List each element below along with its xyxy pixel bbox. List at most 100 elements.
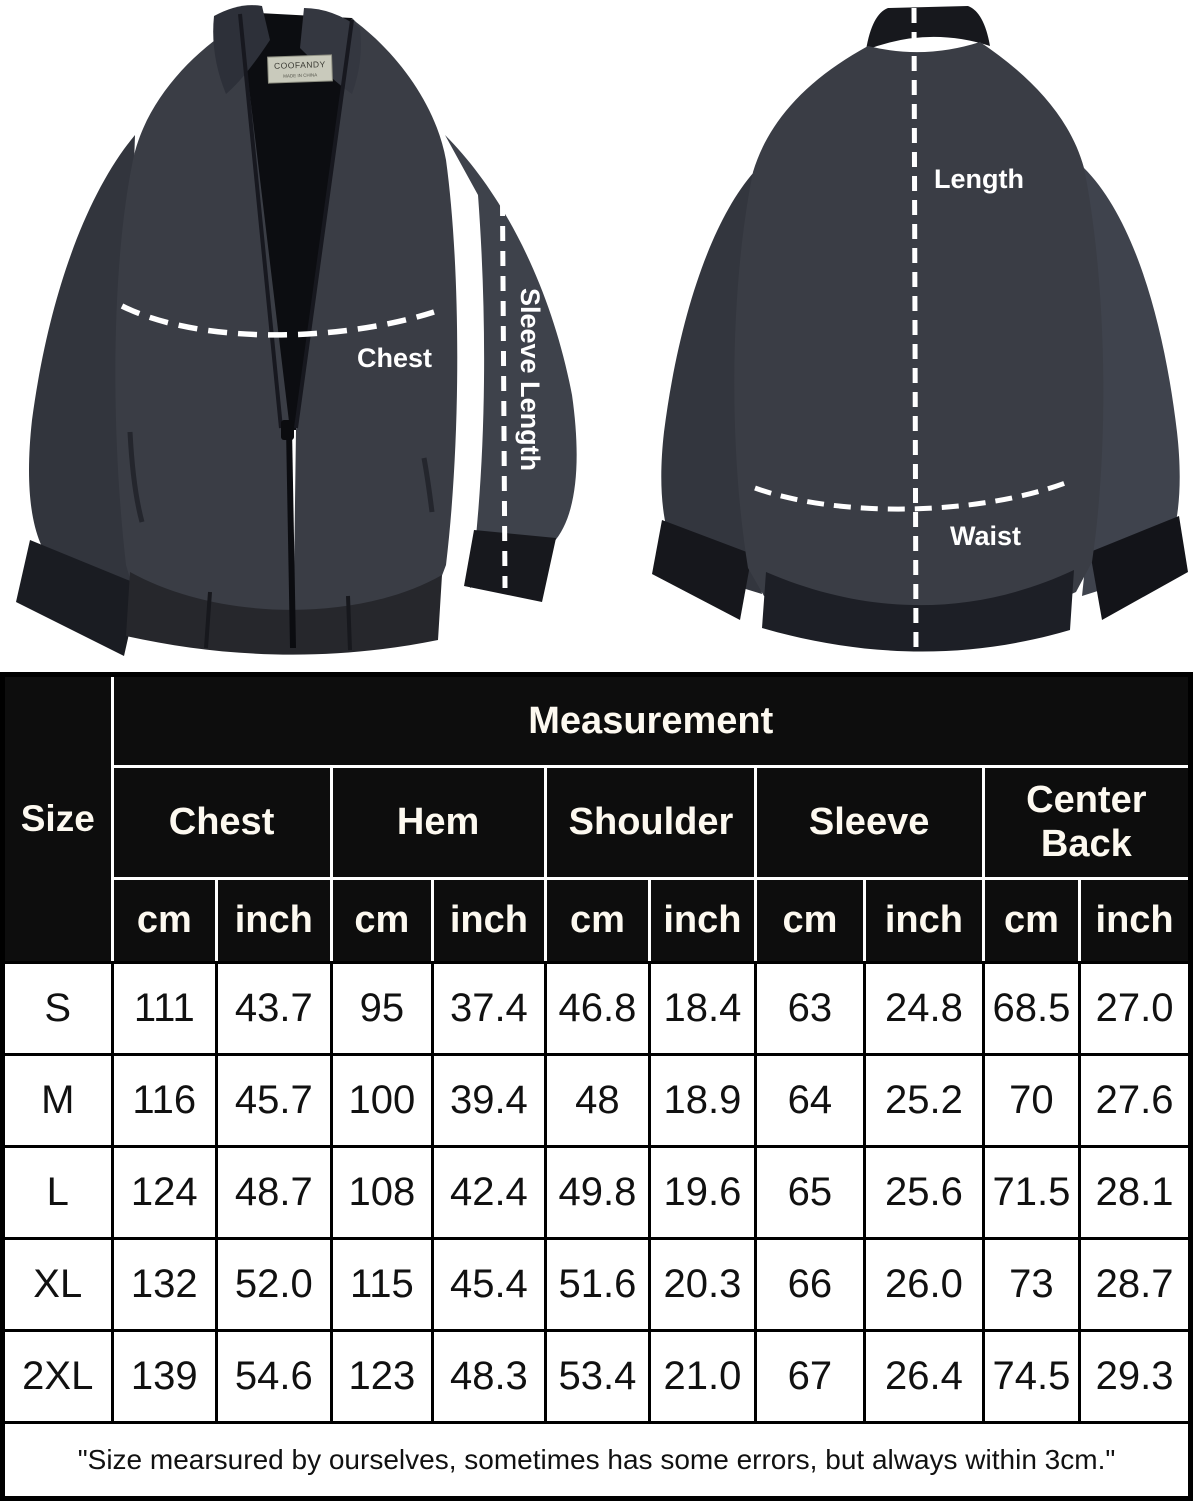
unit-header-inch: inch [431, 877, 547, 964]
back-right-sleeve [1082, 168, 1180, 596]
cell-value: 48.3 [431, 1329, 547, 1424]
size-chart-table: Size Measurement Chest Hem Shoulder Slee… [0, 672, 1193, 1501]
sleeve-length-label: Sleeve Length [515, 288, 545, 471]
cell-value: 48.7 [215, 1145, 333, 1240]
cell-value: 68.5 [981, 961, 1082, 1056]
sleeve-length-measure-line [499, 125, 508, 589]
cell-value: 52.0 [215, 1237, 333, 1332]
jacket-front-view: COOFANDY MADE IN CHINA Chest Sleeve Leng… [16, 5, 577, 656]
chest-label: Chest [357, 343, 432, 373]
cell-value: 46.8 [543, 961, 652, 1056]
cell-value: 53.4 [543, 1329, 652, 1424]
size-value: XL [1, 1237, 114, 1332]
column-group-hem: Hem [329, 765, 547, 880]
cell-value: 116 [110, 1053, 219, 1148]
front-right-cuff [464, 530, 556, 602]
table-row-m: M 116 45.7 100 39.4 48 18.9 64 25.2 70 2… [1, 1053, 1192, 1148]
back-collar [866, 6, 990, 50]
size-value: S [1, 961, 114, 1056]
front-left-pocket [127, 431, 145, 523]
jacket-figures: COOFANDY MADE IN CHINA Chest Sleeve Leng… [0, 0, 1193, 668]
front-hem-seam-left [204, 591, 212, 649]
measurement-disclaimer: "Size mearsured by ourselves, sometimes … [1, 1421, 1192, 1500]
cell-value: 48 [543, 1053, 652, 1148]
cell-value: 51.6 [543, 1237, 652, 1332]
cell-value: 123 [329, 1329, 435, 1424]
cell-value: 108 [329, 1145, 435, 1240]
cell-value: 111 [110, 961, 219, 1056]
cell-value: 43.7 [215, 961, 333, 1056]
front-zipper-seam [286, 427, 296, 649]
cell-value: 21.0 [648, 1329, 757, 1424]
cell-value: 26.0 [863, 1237, 985, 1332]
brand-sublabel-text: MADE IN CHINA [283, 72, 317, 78]
cell-value: 54.6 [215, 1329, 333, 1424]
size-value: M [1, 1053, 114, 1148]
brand-label-text: COOFANDY [274, 59, 326, 71]
unit-header-cm: cm [329, 877, 435, 964]
jacket-back-view: Length Waist [652, 6, 1188, 655]
cell-value: 115 [329, 1237, 435, 1332]
front-left-cuff [16, 540, 140, 656]
front-hem-seam-right [346, 595, 352, 651]
cell-value: 66 [753, 1237, 867, 1332]
cell-value: 28.7 [1078, 1237, 1192, 1332]
length-label: Length [934, 164, 1024, 194]
unit-header-cm: cm [753, 877, 867, 964]
cell-value: 37.4 [431, 961, 547, 1056]
waist-measure-line [754, 479, 1069, 512]
front-right-pocket [421, 457, 435, 513]
unit-header-cm: cm [543, 877, 652, 964]
cell-value: 100 [329, 1053, 435, 1148]
size-column-header: Size [1, 673, 114, 964]
column-group-sleeve: Sleeve [753, 765, 985, 880]
cell-value: 139 [110, 1329, 219, 1424]
front-zipper-tape-right [294, 19, 354, 429]
cell-value: 26.4 [863, 1329, 985, 1424]
cell-value: 25.2 [863, 1053, 985, 1148]
cell-value: 39.4 [431, 1053, 547, 1148]
size-value: 2XL [1, 1329, 114, 1424]
cell-value: 29.3 [1078, 1329, 1192, 1424]
cell-value: 24.8 [863, 961, 985, 1056]
cell-value: 45.7 [215, 1053, 333, 1148]
cell-value: 65 [753, 1145, 867, 1240]
table-row-s: S 111 43.7 95 37.4 46.8 18.4 63 24.8 68.… [1, 961, 1192, 1056]
cell-value: 124 [110, 1145, 219, 1240]
front-zipper-tape-left [238, 13, 283, 429]
size-value: L [1, 1145, 114, 1240]
column-group-chest: Chest [110, 765, 333, 880]
back-right-cuff [1090, 516, 1188, 620]
length-measure-line [911, 7, 919, 655]
cell-value: 42.4 [431, 1145, 547, 1240]
cell-value: 18.4 [648, 961, 757, 1056]
cell-value: 18.9 [648, 1053, 757, 1148]
cell-value: 63 [753, 961, 867, 1056]
cell-value: 25.6 [863, 1145, 985, 1240]
cell-value: 73 [981, 1237, 1082, 1332]
table-row-l: L 124 48.7 108 42.4 49.8 19.6 65 25.6 71… [1, 1145, 1192, 1240]
cell-value: 64 [753, 1053, 867, 1148]
unit-header-cm: cm [981, 877, 1082, 964]
cell-value: 74.5 [981, 1329, 1082, 1424]
cell-value: 27.0 [1078, 961, 1192, 1056]
measurement-header: Measurement [110, 673, 1193, 768]
back-left-cuff [652, 520, 752, 620]
back-body [734, 42, 1104, 628]
column-group-shoulder: Shoulder [543, 765, 757, 880]
front-right-sleeve [445, 135, 577, 588]
cell-value: 132 [110, 1237, 219, 1332]
table-row-2xl: 2XL 139 54.6 123 48.3 53.4 21.0 67 26.4 … [1, 1329, 1192, 1424]
cell-value: 70 [981, 1053, 1082, 1148]
cell-value: 45.4 [431, 1237, 547, 1332]
column-group-center-back: Center Back [981, 765, 1193, 880]
unit-header-inch: inch [1078, 877, 1192, 964]
cell-value: 28.1 [1078, 1145, 1192, 1240]
front-zipper-pull [281, 420, 294, 440]
cell-value: 95 [329, 961, 435, 1056]
front-inner-lining [240, 12, 352, 430]
table-row-xl: XL 132 52.0 115 45.4 51.6 20.3 66 26.0 7… [1, 1237, 1192, 1332]
front-left-sleeve [29, 135, 140, 600]
unit-header-inch: inch [215, 877, 333, 964]
